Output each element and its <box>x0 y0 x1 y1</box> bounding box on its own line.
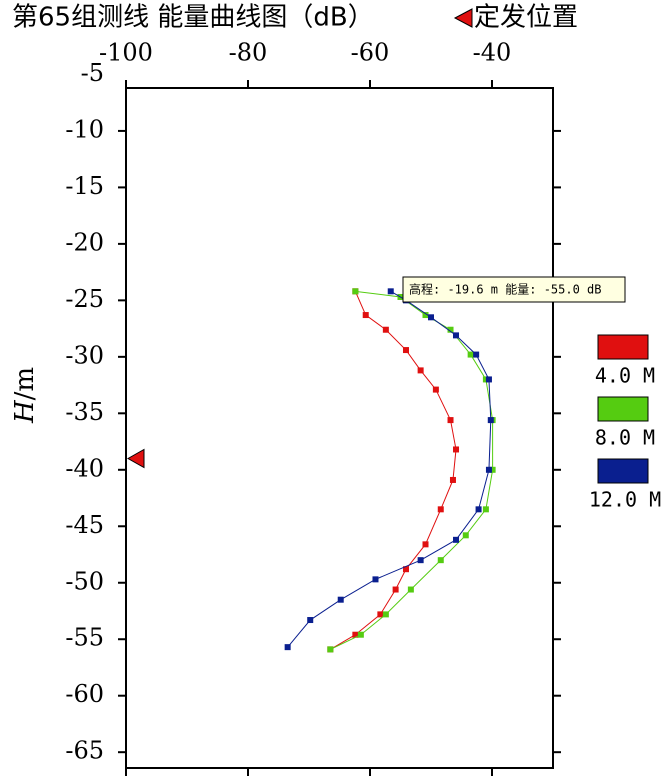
point <box>428 314 434 321</box>
y-tick-label: -55 <box>65 624 104 652</box>
point <box>377 611 384 618</box>
point <box>487 417 494 424</box>
series-line <box>330 291 457 650</box>
legend-label: 8.0 M <box>595 426 655 450</box>
y-tick-label: -25 <box>65 285 104 313</box>
point <box>372 576 379 583</box>
point <box>467 351 474 358</box>
tooltip: 高程: -19.6 m 能量: -55.0 dB <box>409 282 602 297</box>
y-tick-label: -5 <box>81 59 104 87</box>
point <box>485 466 492 473</box>
y-tick-label: -40 <box>65 454 104 482</box>
point <box>432 386 439 393</box>
point <box>475 506 482 513</box>
y-tick-label: -35 <box>65 398 104 426</box>
y-label-main: H <box>10 399 40 424</box>
point <box>307 617 314 624</box>
x-tick-label: -40 <box>473 39 512 67</box>
series-line <box>287 290 492 648</box>
tooltip-box <box>402 276 626 303</box>
chart-title: 第65组测线 能量曲线图（dB） <box>12 3 374 33</box>
point <box>437 557 444 564</box>
y-axis-label: H/m <box>10 367 40 424</box>
point <box>449 476 456 483</box>
point <box>482 506 489 513</box>
point <box>462 532 469 539</box>
legend-marker <box>453 8 473 28</box>
point <box>422 312 429 319</box>
point <box>352 631 359 638</box>
point <box>447 417 454 424</box>
point <box>422 541 429 548</box>
y-tick-label: -30 <box>65 341 104 369</box>
point <box>337 596 344 603</box>
y-tick-label: -15 <box>65 172 104 200</box>
legend-swatch <box>597 396 649 422</box>
point <box>387 288 394 295</box>
point <box>327 646 334 653</box>
y-tick-label: -45 <box>65 511 104 539</box>
point <box>437 506 444 513</box>
y-label-unit: /m <box>10 367 40 400</box>
point <box>407 586 414 593</box>
point <box>453 446 460 453</box>
y-tick-label: -50 <box>65 567 104 595</box>
point <box>489 466 496 473</box>
point <box>485 376 492 383</box>
legend-swatch <box>597 334 649 360</box>
point <box>482 376 489 383</box>
point <box>417 557 424 564</box>
point <box>417 367 424 374</box>
point <box>382 611 389 618</box>
legend-marker-label: 定发位置 <box>474 3 578 33</box>
point <box>453 332 460 339</box>
y-tick-label: -20 <box>65 228 104 256</box>
point <box>402 347 409 354</box>
legend-label: 4.0 M <box>595 364 655 388</box>
y-tick-label: -10 <box>65 115 104 143</box>
x-tick-label: -100 <box>99 39 153 67</box>
legend-label: 12.0 M <box>589 488 661 512</box>
point <box>362 312 369 319</box>
point <box>284 644 291 651</box>
x-tick-label: -80 <box>229 39 268 67</box>
y-tick-label: -60 <box>65 680 104 708</box>
point <box>473 351 480 358</box>
source-marker <box>126 448 145 469</box>
plot-frame <box>125 87 554 769</box>
point <box>352 288 359 295</box>
point <box>392 586 399 593</box>
point <box>447 326 454 333</box>
x-tick-label: -60 <box>351 39 390 67</box>
point <box>357 631 364 638</box>
legend-swatch <box>597 458 649 484</box>
series-line <box>330 290 494 650</box>
point <box>382 326 389 333</box>
point <box>402 566 409 573</box>
point <box>453 536 460 543</box>
y-tick-label: -65 <box>65 737 104 765</box>
